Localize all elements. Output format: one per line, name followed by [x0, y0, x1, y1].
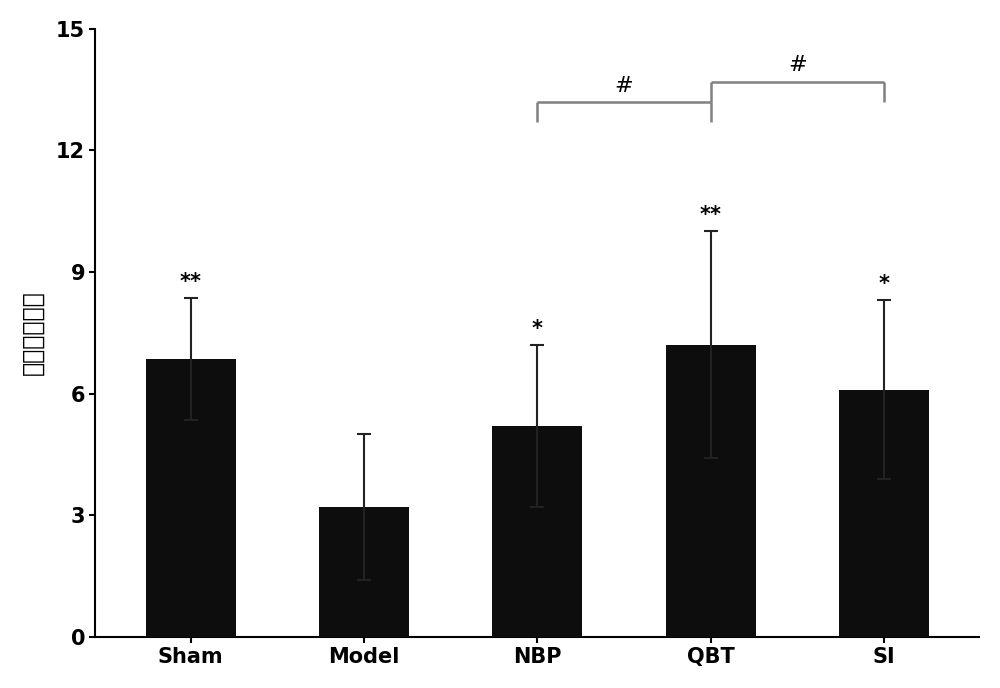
Text: *: *	[532, 319, 543, 339]
Bar	[146, 359, 236, 637]
Bar	[492, 426, 582, 637]
Bar	[319, 507, 409, 637]
Text: #: #	[615, 76, 633, 96]
Text: #: #	[788, 56, 807, 76]
Text: **: **	[700, 206, 722, 226]
Bar	[839, 389, 929, 637]
Text: *: *	[878, 275, 889, 294]
Y-axis label: 穿越平台次数: 穿越平台次数	[21, 290, 45, 375]
Bar	[666, 345, 756, 637]
Text: **: **	[180, 272, 202, 292]
